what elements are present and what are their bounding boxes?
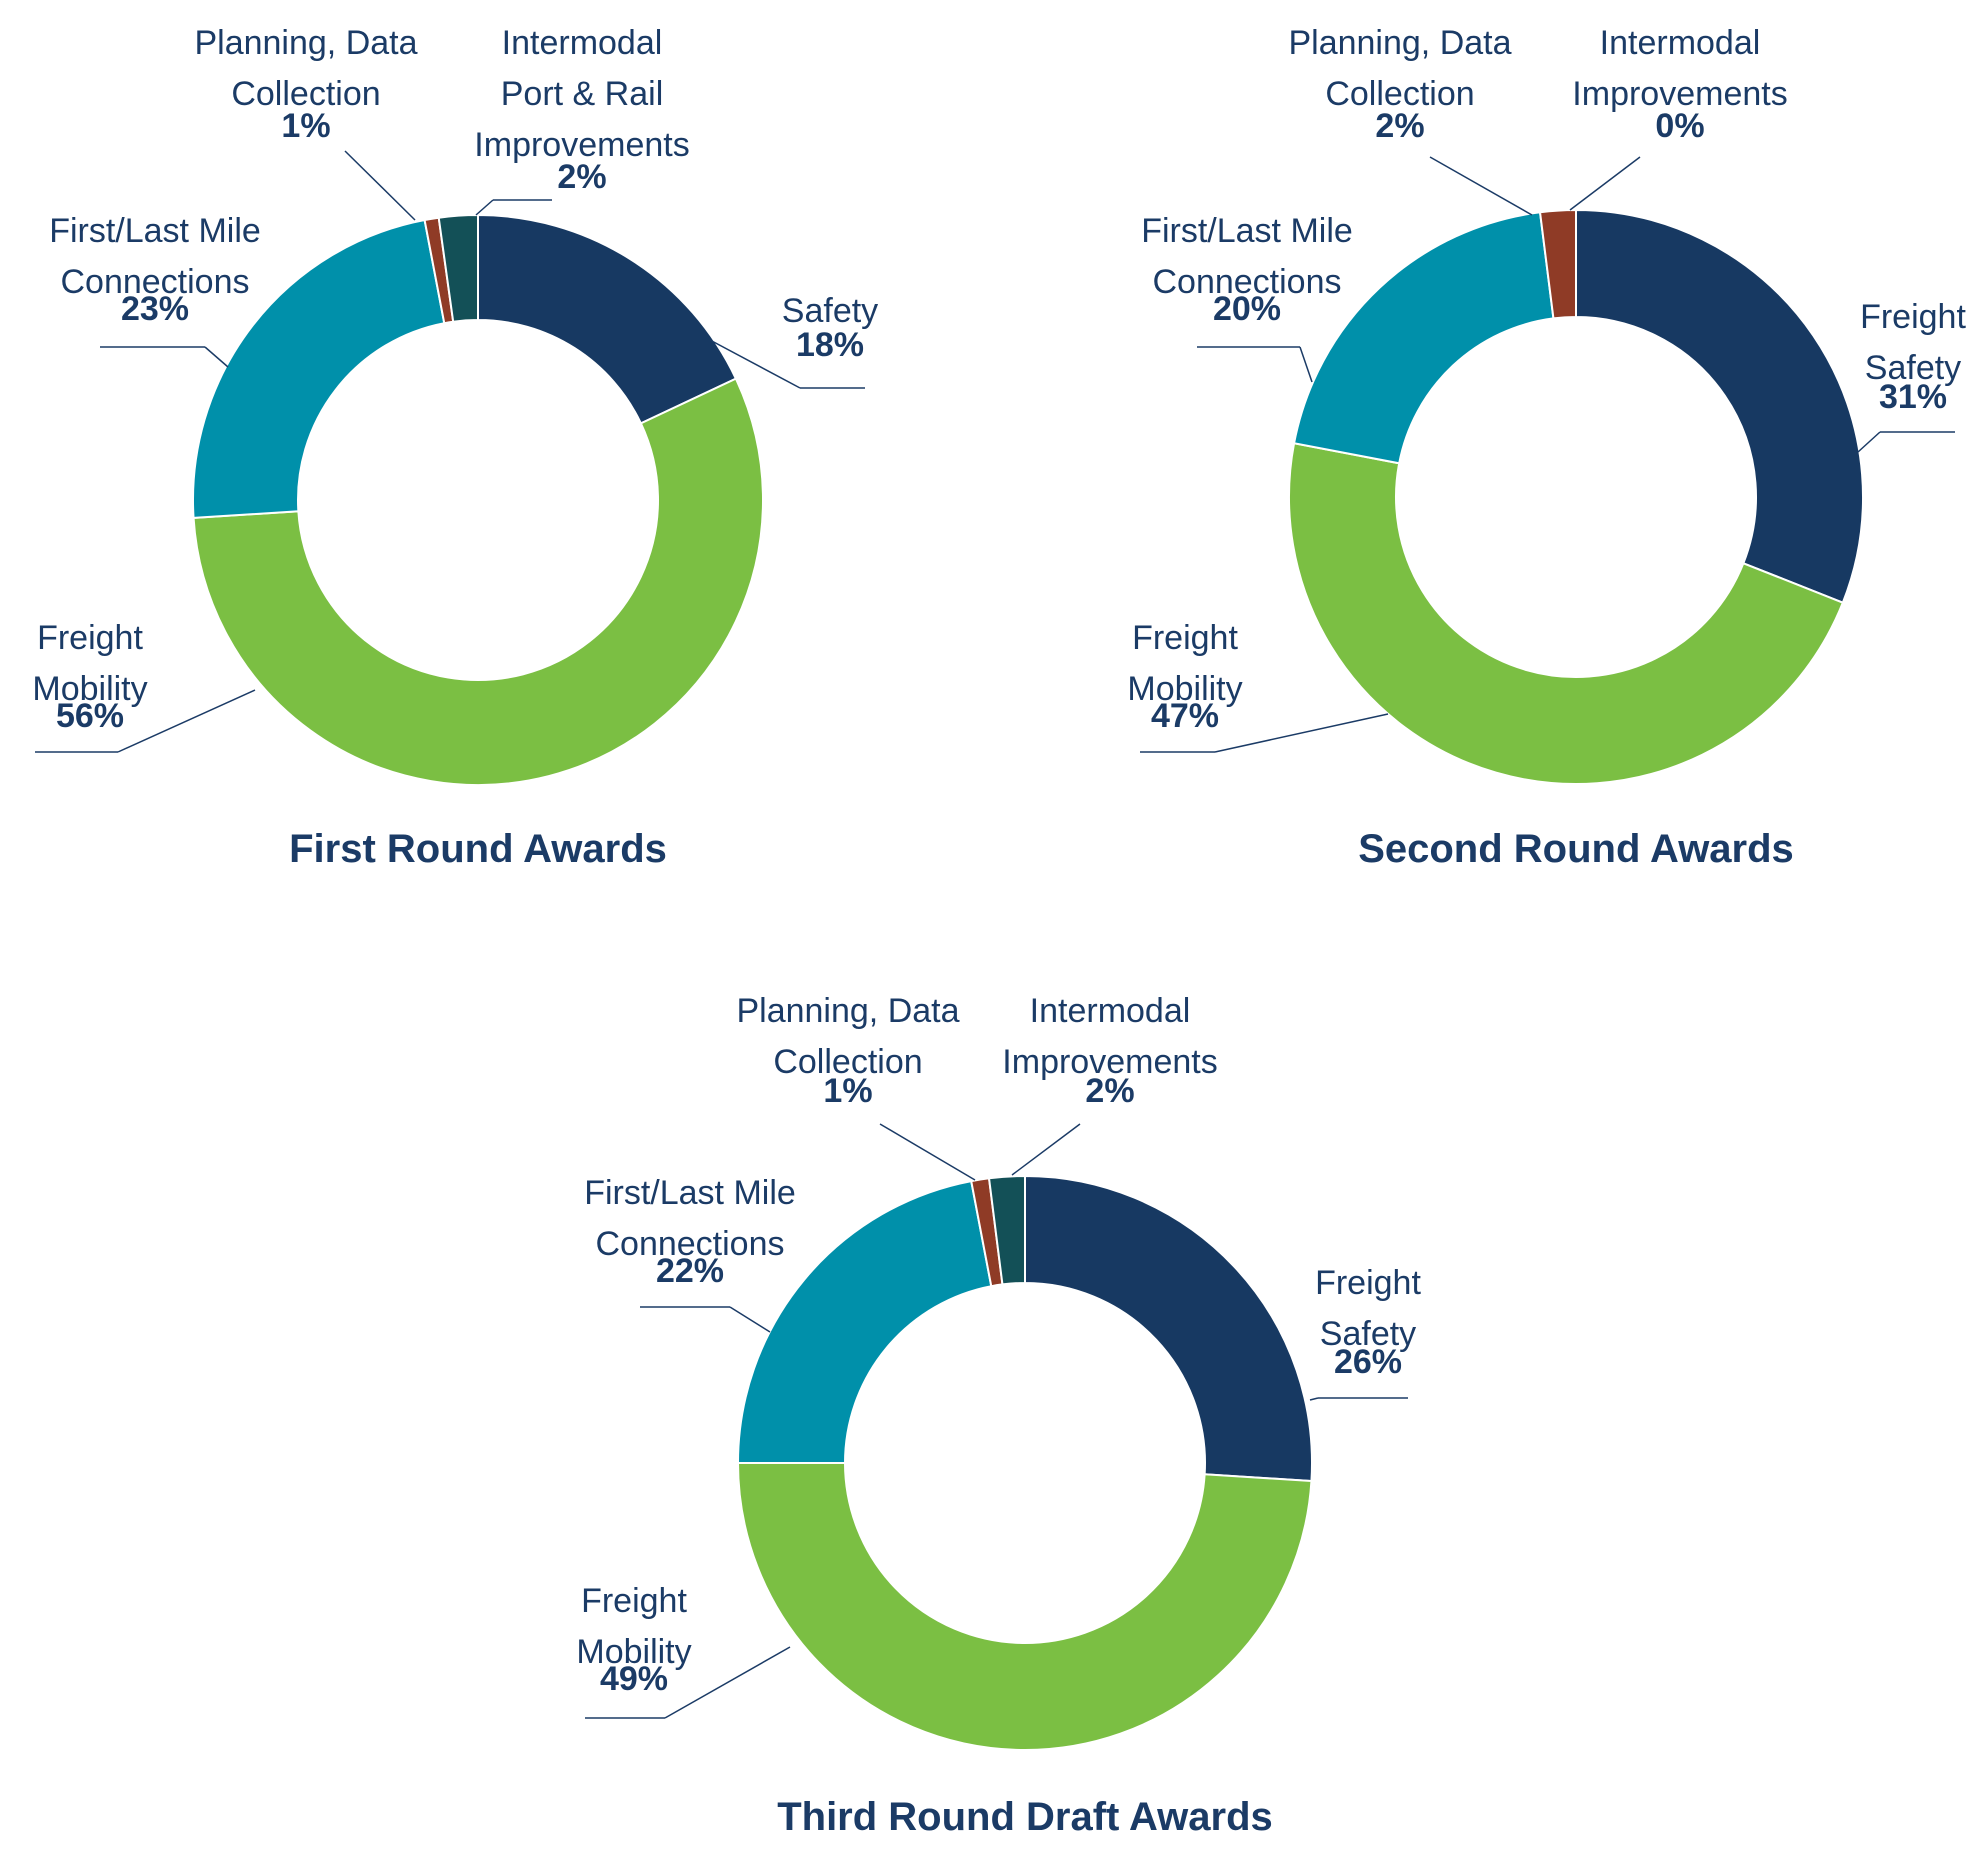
slice-category-text: Intermodal — [1600, 24, 1761, 62]
slice-freight_mobility — [192, 377, 764, 786]
leader-line — [475, 199, 494, 216]
leader-line — [1011, 1123, 1081, 1176]
slice-category-text: First/Last Mile — [49, 212, 261, 250]
leader-line — [1429, 156, 1533, 216]
slice-category-text: First/Last Mile — [1141, 212, 1353, 250]
slice-category-text: Mobility — [32, 670, 147, 708]
slice-category-text: Planning, Data — [1288, 24, 1511, 62]
slice-category-text: Connections — [60, 263, 249, 301]
slice-first_last_mile — [1292, 211, 1555, 465]
leader-line — [204, 346, 229, 368]
slice-category-text: Safety — [782, 292, 878, 330]
slice-category-text: Mobility — [576, 1633, 691, 1671]
slice-freight_mobility — [736, 1462, 1313, 1751]
slice-category-text: Planning, Data — [194, 24, 417, 62]
slice-category-text: Freight — [1132, 619, 1238, 657]
slice-value-label: 18% — [796, 326, 864, 364]
slice-value-label: 23% — [121, 290, 189, 328]
slice-category-text: Port & Rail — [501, 75, 664, 113]
leader-line — [117, 689, 256, 753]
chart-title: Second Round Awards — [1358, 827, 1794, 871]
slice-safety — [477, 213, 738, 425]
leader-line — [664, 1646, 791, 1719]
slice-value-label: 2% — [1085, 1072, 1134, 1110]
slice-value-label: 26% — [1334, 1343, 1402, 1381]
leader-line — [879, 1123, 976, 1181]
slice-category-text: Freight — [1860, 298, 1966, 336]
slice-category-text: Freight — [37, 619, 143, 657]
slice-value-label: 31% — [1879, 378, 1947, 416]
slice-intermodal — [437, 213, 479, 323]
slice-safety — [1024, 1174, 1313, 1483]
chart-title: First Round Awards — [289, 827, 667, 871]
slice-value-label: 47% — [1151, 697, 1219, 735]
leader-line — [709, 339, 801, 389]
slice-category-text: Collection — [773, 1043, 922, 1081]
slice-first_last_mile — [192, 218, 446, 519]
slice-category-text: Collection — [1325, 75, 1474, 113]
slice-category-text: Collection — [231, 75, 380, 113]
slice-category-text: Freight — [1315, 1264, 1421, 1302]
leader-line — [1569, 156, 1641, 211]
slice-intermodal — [987, 1174, 1026, 1286]
slice-category-text: Improvements — [1572, 75, 1787, 113]
leader-line — [1214, 713, 1389, 753]
slice-value-label: 1% — [823, 1072, 872, 1110]
slice-value-label: 0% — [1655, 107, 1704, 145]
slice-category-text: First/Last Mile — [584, 1174, 796, 1212]
slice-category-text: Intermodal — [502, 24, 663, 62]
slice-category-text: Planning, Data — [736, 992, 959, 1030]
leader-line — [344, 150, 416, 221]
slice-category-text: Freight — [581, 1582, 687, 1620]
slice-category-text: Safety — [1865, 349, 1961, 387]
leader-line — [1299, 346, 1313, 383]
slice-first_last_mile — [736, 1179, 993, 1464]
slice-category-text: Intermodal — [1030, 992, 1191, 1030]
slice-value-label: 22% — [656, 1252, 724, 1290]
slice-value-label: 2% — [557, 158, 606, 196]
slice-value-label: 2% — [1375, 107, 1424, 145]
slice-category-text: Improvements — [474, 126, 689, 164]
slice-category-text: Safety — [1320, 1315, 1416, 1353]
slice-value-label: 20% — [1213, 290, 1281, 328]
slice-category-text: Connections — [595, 1225, 784, 1263]
leader-line — [729, 1306, 771, 1333]
leader-line — [1309, 1397, 1319, 1401]
slice-value-label: 56% — [56, 697, 124, 735]
slice-category-text: Mobility — [1127, 670, 1242, 708]
slice-safety — [1575, 208, 1864, 604]
chart-title: Third Round Draft Awards — [777, 1795, 1273, 1839]
slice-planning — [1538, 208, 1577, 320]
slice-value-label: 49% — [600, 1660, 668, 1698]
slice-category-text: Improvements — [1002, 1043, 1217, 1081]
leader-line — [1857, 431, 1881, 453]
slice-value-label: 1% — [281, 107, 330, 145]
slice-category-text: Connections — [1152, 263, 1341, 301]
slice-freight_mobility — [1287, 442, 1845, 785]
